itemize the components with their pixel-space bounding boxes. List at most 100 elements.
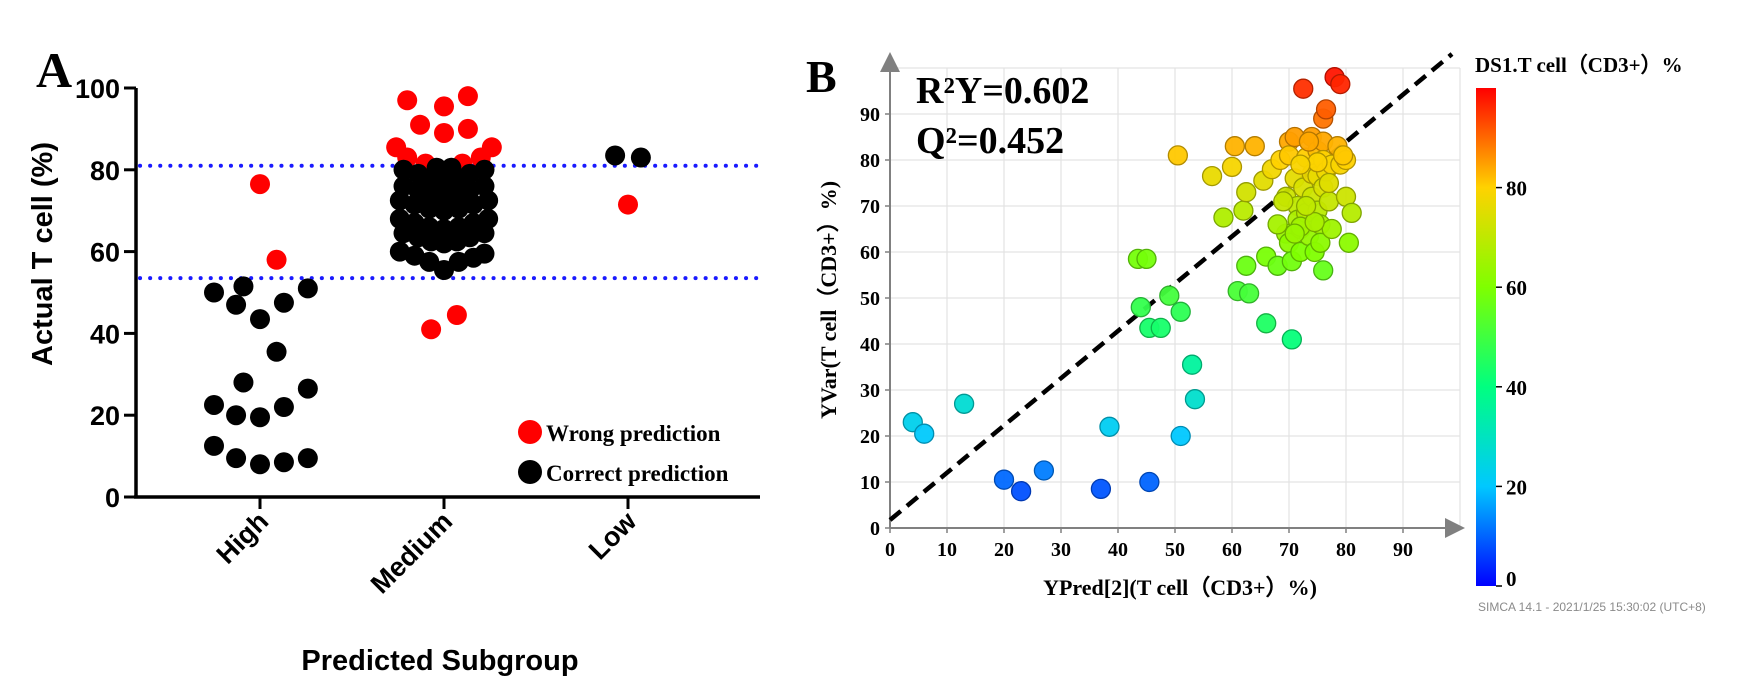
wrong-prediction-point (434, 96, 454, 117)
prediction-point (1310, 232, 1331, 253)
y-tick-label: 100 (75, 74, 120, 104)
panel-b-y-ticks: 0 10 20 30 40 50 60 70 80 90 (860, 104, 890, 540)
x-tick-label: 10 (937, 539, 957, 561)
colorbar-tick-label: 80 (1506, 177, 1527, 201)
prediction-point (1244, 136, 1265, 157)
wrong-prediction-point (618, 194, 638, 215)
panel-a-legend: Wrong prediction Correct prediction (518, 420, 729, 486)
panel-b-x-axis-title: YPred[2](T cell（CD3+）%) (1043, 575, 1317, 600)
panel-b-chart: B 0 10 20 30 40 50 60 70 80 90 0 10 20 30 40 50 60 70 80 9… (806, 51, 1706, 614)
colorbar-tick-label: 60 (1506, 276, 1527, 300)
prediction-point (1298, 131, 1320, 152)
correct-prediction-point (426, 157, 447, 178)
correct-prediction-point (630, 147, 651, 168)
prediction-point (993, 469, 1015, 490)
panel-a-label: A (36, 42, 72, 98)
annotation-q2: Q²=0.452 (916, 120, 1064, 162)
x-tick-label: 50 (1165, 539, 1185, 561)
panel-b-label: B (806, 51, 837, 102)
prediction-point (1181, 354, 1203, 375)
correct-prediction-point (266, 341, 287, 362)
correct-prediction-point (226, 448, 247, 469)
prediction-point (1281, 329, 1302, 350)
prediction-point (1099, 416, 1120, 437)
prediction-point (1338, 232, 1359, 253)
panel-a-y-ticks: 0 20 40 60 80 100 (75, 74, 136, 513)
legend-label-correct: Correct prediction (546, 461, 729, 486)
x-tick-label: 30 (1051, 539, 1071, 561)
prediction-point (1139, 471, 1160, 493)
y-tick-label: 20 (90, 401, 120, 431)
prediction-point (1341, 202, 1362, 224)
correct-prediction-point (250, 407, 270, 428)
correct-prediction-point (273, 292, 294, 313)
y-tick-label: 20 (860, 426, 880, 448)
panel-b-y-axis-title: YVar(T cell（CD3+）%) (816, 181, 841, 419)
correct-prediction-point (478, 190, 499, 211)
x-tick-label: 40 (1108, 539, 1128, 561)
prediction-point (1290, 154, 1311, 175)
correct-prediction-point (434, 260, 454, 281)
prediction-point (1273, 191, 1294, 212)
prediction-point (1201, 165, 1223, 187)
panel-a-chart: A Actual T cell (%) Predicted Subgroup 0… (27, 42, 762, 677)
correct-prediction-point (434, 200, 454, 221)
prediction-point (1236, 255, 1257, 276)
prediction-point (1295, 195, 1317, 217)
prediction-point (1167, 145, 1188, 166)
prediction-point (914, 423, 935, 444)
wrong-prediction-point (421, 319, 442, 340)
prediction-point (1010, 481, 1032, 502)
correct-prediction-point (226, 294, 247, 315)
prediction-point (1150, 317, 1171, 339)
annotation-r2y: R²Y=0.602 (916, 70, 1089, 112)
wrong-prediction-point (457, 118, 478, 139)
y-tick-label: 10 (860, 472, 880, 494)
correct-prediction-point (273, 452, 294, 473)
x-tick-label: Low (583, 505, 643, 565)
x-tick-label: High (211, 506, 275, 570)
wrong-prediction-point (410, 114, 431, 135)
colorbar-tick-label: 20 (1506, 475, 1527, 499)
wrong-prediction-point (457, 86, 478, 107)
prediction-point (1304, 211, 1325, 233)
colorbar-tick-label: 0 (1506, 567, 1517, 591)
x-tick-label: 80 (1336, 539, 1356, 561)
y-tick-label: 0 (105, 483, 120, 513)
wrong-prediction-point (397, 90, 418, 111)
colorbar-ticks: 0 20 40 60 80 (1496, 177, 1527, 591)
y-tick-label: 60 (860, 242, 880, 264)
wrong-prediction-point (266, 249, 287, 270)
correct-prediction-point (434, 219, 454, 240)
wrong-prediction-point (446, 304, 467, 325)
colorbar-tick-label: 40 (1506, 376, 1527, 400)
x-tick-label: 70 (1279, 539, 1299, 561)
wrong-prediction-point (250, 174, 270, 195)
correct-prediction-point (250, 454, 270, 475)
colorbar-title: DS1.T cell（CD3+）% (1475, 53, 1683, 77)
correct-prediction-point (605, 145, 626, 166)
y-tick-label: 50 (860, 288, 880, 310)
prediction-point (1321, 218, 1342, 240)
correct-prediction-point (474, 223, 495, 244)
correct-prediction-point (226, 405, 247, 426)
prediction-point (1318, 172, 1340, 194)
prediction-point (1224, 136, 1245, 157)
prediction-point (1136, 248, 1157, 270)
y-tick-label: 70 (860, 196, 880, 218)
prediction-point (1284, 223, 1305, 244)
prediction-point (1213, 207, 1234, 228)
panel-a-y-axis-title: Actual T cell (%) (27, 142, 59, 366)
correct-prediction-point (233, 276, 254, 297)
correct-prediction-point (250, 309, 270, 330)
y-tick-label: 60 (90, 238, 120, 268)
correct-prediction-point (474, 159, 495, 180)
correct-prediction-point (204, 394, 224, 415)
y-tick-label: 40 (90, 319, 120, 349)
prediction-point (1238, 283, 1260, 304)
prediction-point (1256, 313, 1277, 334)
prediction-point (1221, 156, 1243, 178)
legend-marker-correct (518, 460, 542, 484)
software-footer: SIMCA 14.1 - 2021/1/25 15:30:02 (UTC+8) (1478, 600, 1706, 614)
